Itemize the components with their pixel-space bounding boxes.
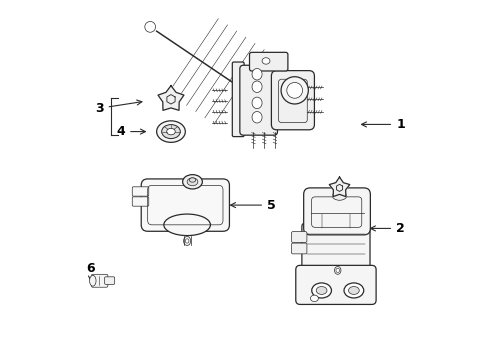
FancyBboxPatch shape [132, 187, 148, 196]
FancyBboxPatch shape [291, 231, 306, 242]
Text: 4: 4 [116, 125, 145, 138]
Text: 1: 1 [361, 118, 404, 131]
Circle shape [144, 22, 155, 32]
Circle shape [286, 82, 302, 98]
Text: 3: 3 [95, 100, 142, 115]
Ellipse shape [187, 178, 198, 186]
Ellipse shape [89, 275, 96, 286]
Ellipse shape [182, 175, 202, 189]
Ellipse shape [156, 121, 185, 142]
Ellipse shape [163, 214, 210, 235]
FancyBboxPatch shape [271, 71, 314, 130]
Ellipse shape [334, 266, 340, 274]
Ellipse shape [316, 287, 326, 294]
Ellipse shape [344, 283, 363, 298]
Polygon shape [158, 86, 183, 110]
Ellipse shape [251, 81, 262, 93]
Ellipse shape [183, 237, 190, 246]
Ellipse shape [251, 68, 262, 80]
Text: 6: 6 [86, 262, 95, 281]
FancyBboxPatch shape [104, 277, 115, 284]
Ellipse shape [332, 191, 346, 200]
Polygon shape [328, 177, 349, 197]
FancyBboxPatch shape [132, 197, 148, 206]
FancyBboxPatch shape [301, 223, 369, 275]
FancyBboxPatch shape [303, 188, 369, 235]
Text: 5: 5 [230, 199, 275, 212]
Ellipse shape [335, 268, 339, 273]
FancyBboxPatch shape [232, 62, 244, 136]
Ellipse shape [310, 295, 318, 302]
Ellipse shape [189, 178, 195, 182]
Ellipse shape [185, 239, 188, 243]
FancyBboxPatch shape [249, 52, 287, 71]
FancyBboxPatch shape [141, 179, 229, 231]
Ellipse shape [162, 125, 180, 139]
Ellipse shape [348, 287, 359, 294]
FancyBboxPatch shape [295, 265, 375, 305]
FancyBboxPatch shape [239, 65, 277, 135]
Ellipse shape [262, 58, 269, 64]
Ellipse shape [311, 283, 331, 298]
Ellipse shape [166, 129, 175, 135]
FancyBboxPatch shape [291, 243, 306, 254]
Ellipse shape [251, 97, 262, 109]
Ellipse shape [251, 112, 262, 123]
FancyBboxPatch shape [91, 274, 108, 287]
Text: 2: 2 [370, 222, 404, 235]
Circle shape [281, 77, 308, 104]
